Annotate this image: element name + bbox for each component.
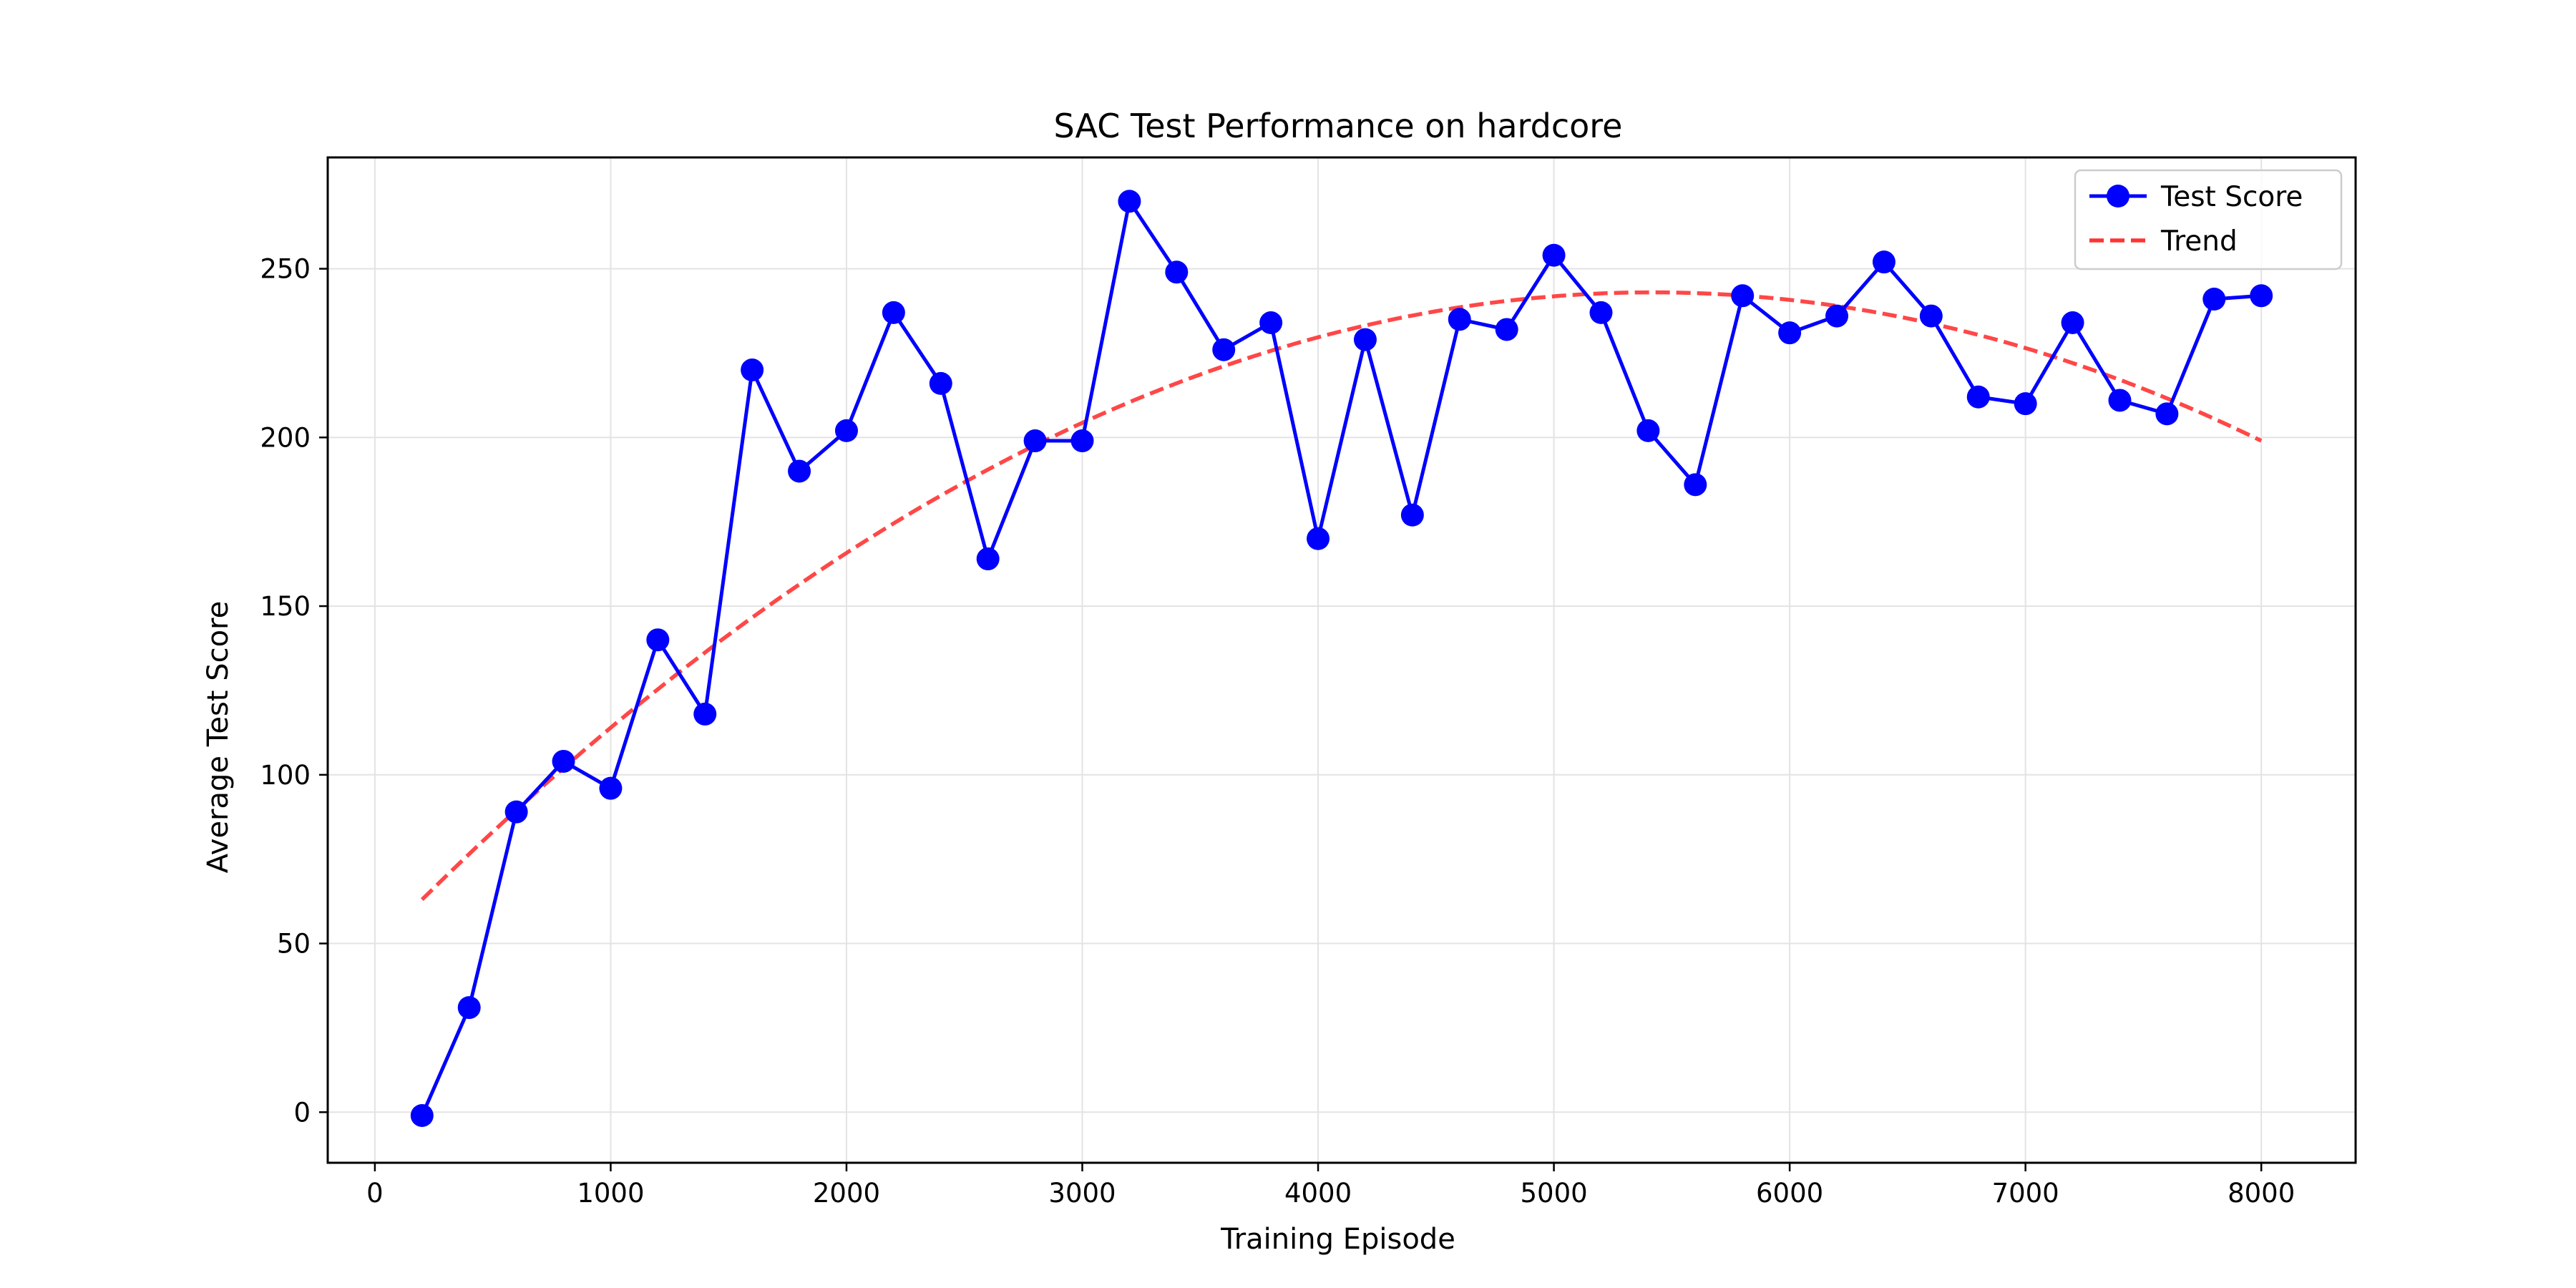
test-score-point	[599, 776, 623, 800]
test-score-point	[1919, 304, 1943, 328]
test-score-point	[410, 1103, 434, 1127]
test-score-point	[2155, 402, 2179, 426]
test-score-point	[1778, 321, 1802, 345]
x-tick-label: 3000	[1048, 1178, 1116, 1209]
series-layer	[410, 190, 2273, 1127]
test-score-line	[420, 199, 2262, 1117]
test-score-point	[552, 749, 575, 773]
y-tick-label: 250	[260, 254, 311, 285]
test-score-point	[1212, 338, 1236, 361]
plot-frame	[326, 156, 2357, 1164]
test-score-point	[976, 547, 1000, 571]
test-score-point	[1259, 311, 1283, 335]
x-tick-label: 8000	[2228, 1178, 2295, 1209]
test-score-point	[646, 628, 670, 652]
y-tick-label: 200	[260, 422, 311, 453]
y-tick-label: 0	[293, 1097, 311, 1128]
legend-trend-label: Trend	[2160, 225, 2238, 258]
y-tick-label: 150	[260, 591, 311, 622]
test-score-point	[1070, 429, 1094, 453]
trend-line	[420, 290, 2263, 902]
legend: Test Score Trend	[2074, 169, 2343, 270]
y-tick-label: 100	[260, 760, 311, 791]
test-score-point	[741, 358, 764, 382]
test-score-point	[1448, 308, 1471, 331]
x-tick-label: 2000	[813, 1178, 880, 1209]
test-score-point	[1118, 190, 1141, 213]
test-score-point	[1966, 385, 1990, 409]
test-score-point	[1495, 318, 1518, 341]
chart-title: SAC Test Performance on hardcore	[1054, 107, 1623, 145]
trend-layer	[420, 290, 2263, 902]
test-score-point	[882, 301, 905, 324]
test-score-point	[2108, 389, 2132, 412]
legend-test-score-swatch-marker	[2107, 185, 2129, 208]
test-score-point	[788, 459, 811, 483]
test-score-point	[693, 702, 717, 726]
test-score-point	[1872, 250, 1896, 274]
test-score-point	[504, 800, 528, 824]
x-tick-label: 5000	[1520, 1178, 1587, 1209]
test-score-point	[1825, 304, 1849, 328]
test-score-point	[2202, 288, 2226, 311]
test-score-point	[1589, 301, 1613, 324]
test-score-point	[834, 419, 858, 442]
test-score-point	[1307, 527, 1330, 550]
test-score-point	[1165, 260, 1189, 284]
test-score-point	[457, 996, 481, 1020]
legend-test-score-label: Test Score	[2160, 181, 2303, 213]
tick-layer: 0 1000 2000 3000 4000 5000 6000 7000 8000 0 50 100 1…	[260, 254, 2295, 1209]
x-tick-label: 1000	[577, 1178, 644, 1209]
y-tick-label: 50	[277, 929, 311, 960]
test-score-point	[1023, 429, 1047, 453]
test-score-point	[1684, 473, 1707, 497]
test-score-point	[1353, 328, 1377, 351]
test-score-point	[2250, 284, 2273, 308]
test-score-point	[1542, 243, 1566, 267]
test-score-point	[1731, 284, 1755, 308]
x-tick-label: 6000	[1756, 1178, 1823, 1209]
test-score-point	[2061, 311, 2084, 335]
test-score-point	[929, 371, 952, 395]
x-tick-label: 4000	[1284, 1178, 1352, 1209]
y-axis-title: Average Test Score	[202, 601, 235, 874]
test-score-point	[1400, 503, 1424, 527]
test-score-point	[2014, 392, 2037, 416]
x-tick-label: 0	[366, 1178, 384, 1209]
x-tick-label: 7000	[1992, 1178, 2059, 1209]
test-score-point	[1636, 419, 1660, 442]
x-axis-title: Training Episode	[1220, 1223, 1455, 1256]
